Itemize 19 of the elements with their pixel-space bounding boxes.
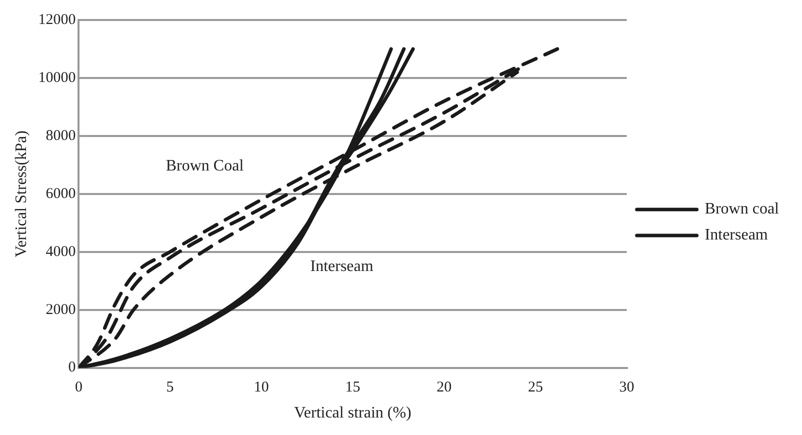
y-tick-label: 4000: [46, 244, 76, 260]
y-tick-label: 0: [68, 360, 76, 376]
y-axis-title: Vertical Stress(kPa): [12, 130, 30, 258]
legend-label: Brown coal: [704, 200, 780, 218]
x-tick-label: 25: [528, 380, 543, 396]
y-tick-label: 2000: [46, 302, 76, 318]
x-tick-label: 15: [345, 380, 360, 396]
x-axis-title: Vertical strain (%): [294, 404, 412, 422]
y-tick-label: 12000: [38, 12, 76, 28]
x-tick-label: 30: [619, 380, 634, 396]
y-tick-label: 8000: [46, 128, 76, 144]
legend-label: Interseam: [704, 226, 768, 244]
y-tick-label: 10000: [38, 70, 76, 86]
x-tick-label: 10: [254, 380, 269, 396]
x-tick-label: 5: [166, 380, 174, 396]
x-tick-label: 20: [436, 380, 452, 396]
annotation: Brown Coal: [166, 157, 244, 174]
y-tick-label: 6000: [46, 186, 76, 202]
annotation: Interseam: [310, 258, 374, 276]
